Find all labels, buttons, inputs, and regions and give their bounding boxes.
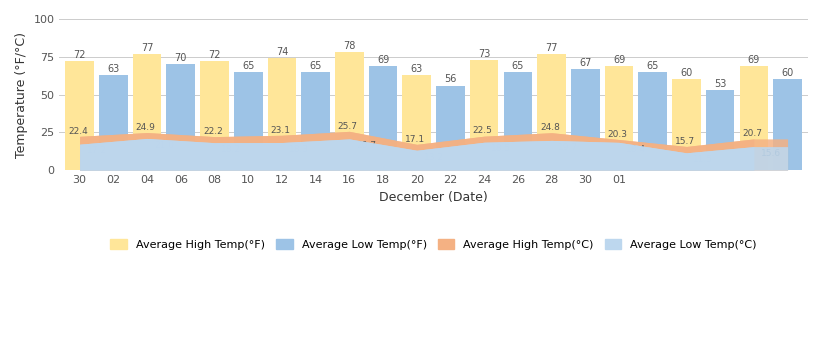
Text: 24.9: 24.9	[135, 123, 155, 132]
Bar	[638, 72, 667, 170]
Text: 17.2: 17.2	[86, 147, 106, 155]
Text: 20.3: 20.3	[608, 130, 627, 139]
Bar	[99, 75, 128, 170]
Text: 15.7: 15.7	[675, 137, 695, 146]
Bar	[672, 80, 701, 170]
Bar	[369, 66, 398, 170]
Bar	[740, 66, 769, 170]
Text: 19.7: 19.7	[559, 143, 579, 152]
Text: 65: 65	[511, 61, 524, 71]
Bar	[706, 90, 735, 170]
Bar	[167, 64, 195, 170]
Text: 56: 56	[444, 74, 456, 84]
Text: 63: 63	[107, 64, 120, 74]
Bar	[436, 85, 465, 170]
Text: 20.7: 20.7	[742, 129, 762, 138]
Text: 69: 69	[613, 55, 625, 65]
Text: 78: 78	[343, 41, 355, 51]
Text: 25.7: 25.7	[338, 122, 358, 131]
Text: 13.2: 13.2	[423, 152, 443, 161]
Bar	[267, 58, 296, 170]
Bar	[301, 72, 330, 170]
Text: 70: 70	[174, 53, 187, 63]
Text: 74: 74	[276, 47, 288, 57]
Text: 18.4: 18.4	[626, 145, 646, 153]
Bar	[470, 60, 499, 170]
Bar	[335, 52, 364, 170]
Bar	[571, 69, 599, 170]
Text: 24.8: 24.8	[540, 123, 560, 132]
Text: 18.3: 18.3	[289, 145, 309, 154]
Text: 53: 53	[714, 79, 726, 89]
Text: 65: 65	[242, 61, 254, 71]
X-axis label: December (Date): December (Date)	[379, 191, 488, 203]
Text: 17.1: 17.1	[405, 135, 425, 144]
Bar	[234, 72, 262, 170]
Text: 65: 65	[310, 61, 322, 71]
Text: 67: 67	[579, 58, 592, 68]
Text: 72: 72	[208, 50, 221, 60]
Text: 65: 65	[647, 61, 659, 71]
Text: 77: 77	[545, 43, 558, 52]
Bar	[133, 54, 161, 170]
Text: 21.0: 21.0	[154, 141, 174, 150]
Text: 22.2: 22.2	[203, 127, 222, 136]
Bar	[200, 61, 229, 170]
Bar	[537, 54, 566, 170]
Text: 18.5: 18.5	[491, 144, 511, 153]
Legend: Average High Temp(°F), Average Low Temp(°F), Average High Temp(°C), Average Low : Average High Temp(°F), Average Low Temp(…	[105, 233, 763, 255]
Text: 11.5: 11.5	[693, 155, 713, 164]
Text: 23.1: 23.1	[271, 126, 290, 135]
Text: 60: 60	[781, 68, 793, 78]
Bar	[66, 61, 94, 170]
Text: 69: 69	[748, 55, 760, 65]
Bar	[504, 72, 532, 170]
Text: 18.2: 18.2	[222, 145, 242, 154]
Text: 63: 63	[411, 64, 422, 74]
Text: 22.5: 22.5	[472, 126, 492, 135]
Bar	[605, 66, 633, 170]
Text: 77: 77	[141, 43, 154, 52]
Text: 22.4: 22.4	[68, 127, 88, 136]
Bar	[774, 80, 802, 170]
Text: 60: 60	[681, 68, 692, 78]
Text: 69: 69	[377, 55, 389, 65]
Text: 72: 72	[73, 50, 85, 60]
Y-axis label: Temperature (°F/°C): Temperature (°F/°C)	[15, 31, 28, 157]
Text: 20.7: 20.7	[356, 141, 376, 150]
Text: 73: 73	[478, 49, 491, 59]
Bar	[403, 75, 431, 170]
Text: 15.6: 15.6	[760, 149, 781, 158]
